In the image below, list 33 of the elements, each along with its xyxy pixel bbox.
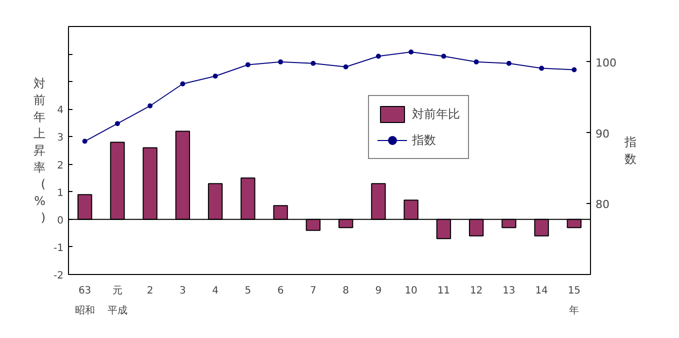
x-tick-label: 2 bbox=[146, 286, 154, 296]
y2-tick-label: 100 bbox=[596, 56, 616, 70]
x-tick-label: 14 bbox=[535, 286, 548, 296]
x-tick-label: 11 bbox=[437, 286, 450, 296]
x-tick-label: 12 bbox=[470, 286, 483, 296]
x-tick-label: 7 bbox=[310, 286, 316, 296]
y-tick-label: 0 bbox=[57, 215, 64, 226]
x-tick-label: 3 bbox=[180, 286, 186, 296]
x-tick-label: 8 bbox=[342, 286, 350, 296]
x-tick-label: 元 bbox=[112, 286, 122, 296]
x-tick-label: 63 bbox=[78, 286, 92, 296]
x-tick-label: 4 bbox=[212, 286, 219, 296]
text: 平成 bbox=[107, 304, 128, 316]
x-tick-label: 9 bbox=[375, 286, 382, 296]
text: 年 bbox=[569, 304, 580, 316]
x-tick-label: 5 bbox=[244, 286, 252, 296]
y2-tick-label: 90 bbox=[596, 127, 610, 140]
y-tick-label: -1 bbox=[54, 242, 64, 254]
x-tick-label: 15 bbox=[568, 286, 581, 296]
y-tick-label: -2 bbox=[54, 270, 64, 282]
y-tick-label: 2 bbox=[57, 160, 64, 172]
y-tick-label: 1 bbox=[57, 188, 64, 199]
y2-axis-title: 指数 bbox=[623, 135, 636, 166]
y2-tick-label: 80 bbox=[596, 198, 610, 212]
legend-label: 対前年比 bbox=[412, 106, 460, 122]
y-tick-label: 3 bbox=[57, 132, 64, 144]
x-tick-label: 13 bbox=[502, 286, 516, 296]
legend-label: 指数 bbox=[412, 132, 436, 148]
text: 昭和 bbox=[74, 304, 95, 316]
y-tick-label: 4 bbox=[57, 105, 64, 116]
text: 対前年上昇率 (%) bbox=[34, 76, 46, 225]
x-tick-label: 6 bbox=[277, 286, 284, 296]
x-tick-label: 10 bbox=[404, 286, 418, 296]
